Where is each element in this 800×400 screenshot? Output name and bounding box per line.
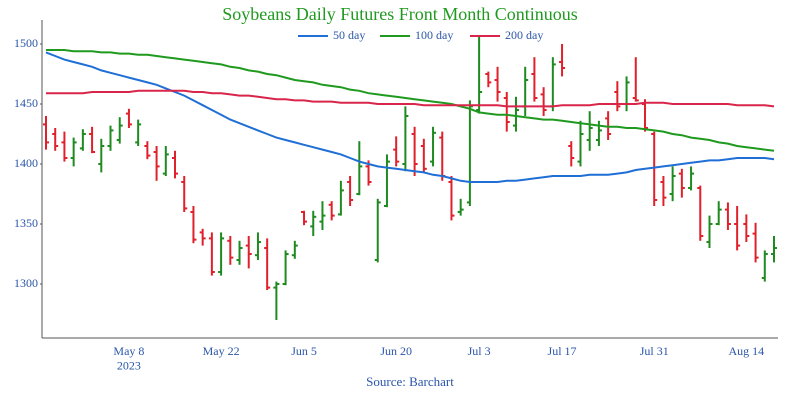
x-tick-label: Jul 31 (640, 344, 669, 358)
x-tick-label: Jul 3 (468, 344, 491, 358)
moving-average-line (46, 49, 775, 152)
x-tick-label: May 8 2023 (113, 344, 144, 372)
x-tick-label: Aug 14 (729, 344, 765, 358)
source-note: Source: Barchart (366, 374, 454, 389)
x-tick-label: Jun 20 (380, 344, 412, 358)
y-tick-label: 1300 (14, 276, 38, 290)
legend-label: 100 day (415, 28, 453, 42)
y-tick-label: 1350 (14, 216, 38, 230)
x-tick-label: Jul 17 (548, 344, 577, 358)
legend-label: 50 day (333, 28, 365, 42)
y-tick-label: 1400 (14, 156, 38, 170)
y-tick-label: 1450 (14, 96, 38, 110)
moving-average-line (46, 89, 775, 108)
moving-average-line (45, 51, 775, 183)
y-tick-label: 1500 (14, 36, 38, 50)
legend-label: 200 day (505, 28, 543, 42)
x-tick-label: Jun 5 (291, 344, 317, 358)
chart-title: Soybeans Daily Futures Front Month Conti… (222, 4, 578, 24)
x-tick-label: May 22 (203, 344, 240, 358)
